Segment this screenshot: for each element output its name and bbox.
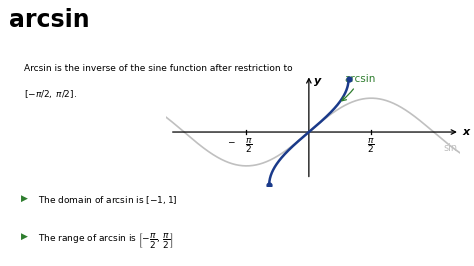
Text: $[-\pi/2,\;\pi/2]$.: $[-\pi/2,\;\pi/2]$. — [24, 88, 77, 100]
Text: $\dfrac{\pi}{2}$: $\dfrac{\pi}{2}$ — [245, 136, 252, 155]
Text: $\blacktriangleright$: $\blacktriangleright$ — [19, 194, 29, 204]
Text: The domain of arcsin is $[-1, 1]$: The domain of arcsin is $[-1, 1]$ — [38, 194, 178, 206]
Text: Arcsin is the inverse of the sine function after restriction to: Arcsin is the inverse of the sine functi… — [24, 64, 292, 73]
Text: $-$: $-$ — [227, 136, 236, 146]
Text: $\blacktriangleright$: $\blacktriangleright$ — [19, 231, 29, 242]
Text: sin: sin — [444, 143, 458, 153]
Text: $\bfit{x}$: $\bfit{x}$ — [462, 127, 472, 137]
Text: arcsin: arcsin — [9, 8, 90, 32]
Text: The range of arcsin is $\left[-\dfrac{\pi}{2},\, \dfrac{\pi}{2}\right]$: The range of arcsin is $\left[-\dfrac{\p… — [38, 231, 173, 250]
Text: $\bfit{y}$: $\bfit{y}$ — [313, 76, 322, 88]
Text: arcsin: arcsin — [342, 74, 376, 101]
Text: $\dfrac{\pi}{2}$: $\dfrac{\pi}{2}$ — [367, 136, 375, 155]
